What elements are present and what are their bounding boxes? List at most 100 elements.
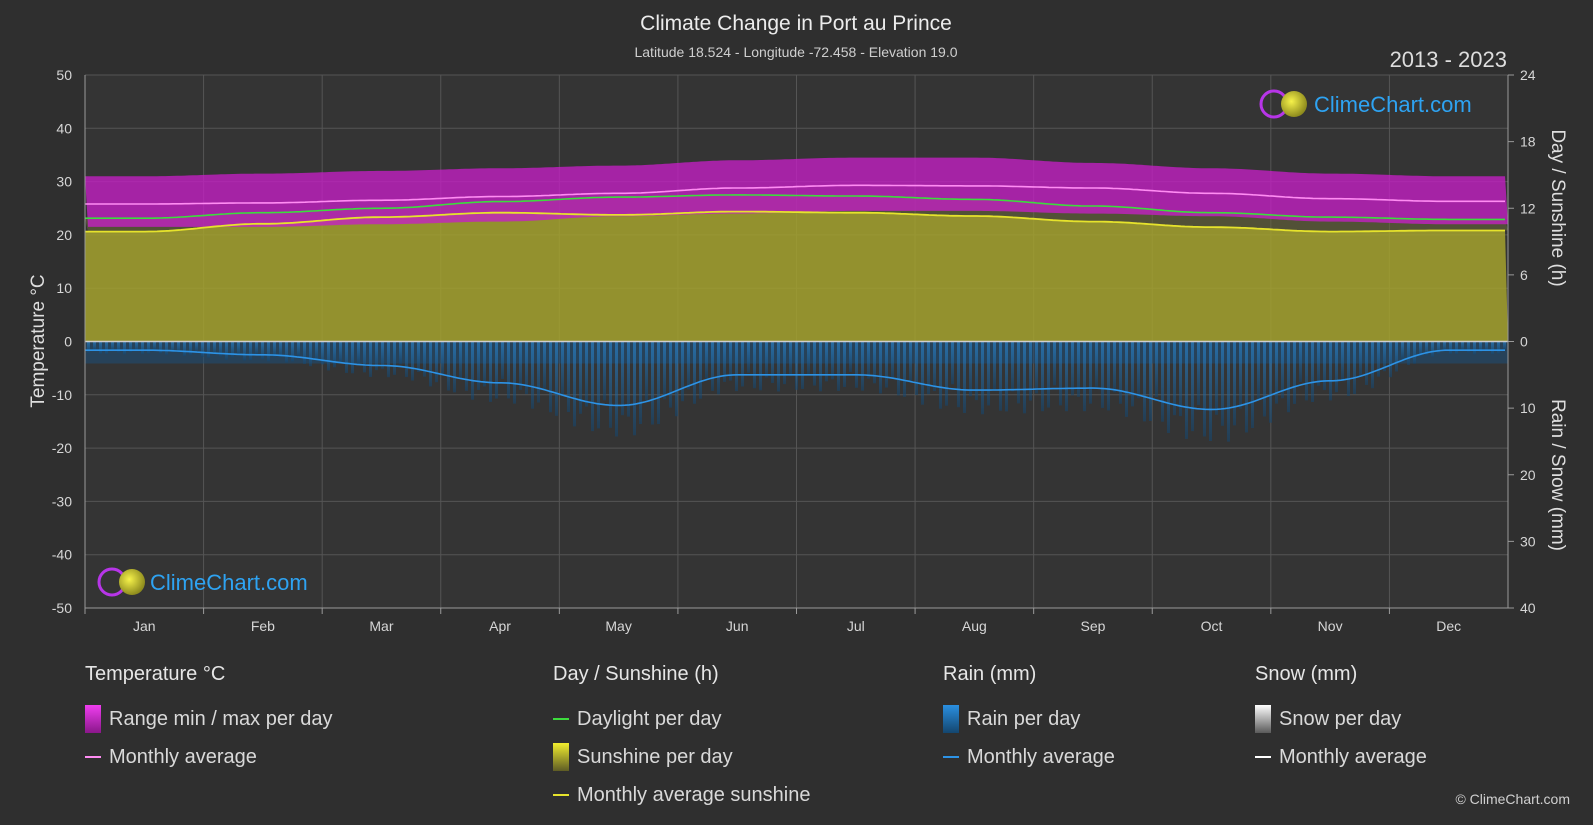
rain-bar	[591, 341, 594, 432]
rain-bar	[123, 341, 126, 355]
rain-bar	[249, 341, 252, 361]
chart-title: Climate Change in Port au Prince	[640, 12, 952, 35]
rain-bar	[1431, 341, 1434, 357]
rain-bar	[567, 341, 570, 413]
rain-bar	[1125, 341, 1128, 417]
rain-bar	[1095, 341, 1098, 387]
rain-bar	[1467, 341, 1470, 353]
rain-bar	[1371, 341, 1374, 389]
x-tick-label: Feb	[251, 618, 275, 634]
rain-bar	[873, 341, 876, 384]
legend-item: Range min / max per day	[85, 700, 332, 738]
rain-bar	[579, 341, 582, 414]
legend-item-label: Range min / max per day	[109, 707, 333, 730]
rain-bar	[387, 341, 390, 378]
y-left-tick-label: 30	[56, 174, 72, 190]
rain-bar	[423, 341, 426, 377]
rain-bar	[315, 341, 318, 361]
rain-bar	[321, 341, 324, 365]
rain-bar	[501, 341, 504, 380]
legend-item-label: Daylight per day	[577, 707, 722, 730]
rain-bar	[1419, 341, 1422, 357]
rain-bar	[675, 341, 678, 417]
rain-bar	[693, 341, 696, 404]
rain-bar	[195, 341, 198, 352]
rain-bar	[1437, 341, 1440, 354]
rain-bar	[93, 341, 96, 351]
rain-bar	[1395, 341, 1398, 372]
rain-bar	[243, 341, 246, 361]
rain-bar	[759, 341, 762, 391]
rain-bar	[381, 341, 384, 369]
y-left-tick-label: -20	[52, 440, 72, 456]
rain-bar	[867, 341, 870, 379]
rain-bar	[705, 341, 708, 379]
rain-bar	[597, 341, 600, 429]
rain-bar	[1041, 341, 1044, 412]
rain-bar	[213, 341, 216, 354]
rain-bar	[717, 341, 720, 395]
rain-bar	[1353, 341, 1356, 394]
rain-bar	[1233, 341, 1236, 426]
rain-bar	[261, 341, 264, 360]
rain-bar	[201, 341, 204, 357]
y-right-top-tick-label: 0	[1520, 334, 1528, 350]
rain-bar	[363, 341, 366, 373]
y-right-top-tick-label: 18	[1520, 134, 1536, 150]
rain-bar	[831, 341, 834, 380]
rain-bar	[963, 341, 966, 413]
rain-bar	[531, 341, 534, 409]
rain-bar	[789, 341, 792, 377]
legend-swatch	[1255, 705, 1271, 733]
rain-bar	[753, 341, 756, 389]
x-tick-label: Jun	[726, 618, 749, 634]
rain-bar	[777, 341, 780, 392]
rain-bar	[189, 341, 192, 356]
rain-bar	[1293, 341, 1296, 404]
rain-bar	[909, 341, 912, 382]
rain-bar	[1149, 341, 1152, 421]
rain-bar	[495, 341, 498, 399]
rain-bar	[1143, 341, 1146, 422]
y-left-tick-label: 50	[56, 67, 72, 83]
rain-bar	[555, 341, 558, 416]
rain-bar	[1221, 341, 1224, 426]
y-right-bottom-tick-label: 20	[1520, 467, 1536, 483]
rain-bar	[1113, 341, 1116, 393]
rain-bar	[807, 341, 810, 375]
legend-item: Snow per day	[1255, 700, 1427, 738]
rain-bar	[1035, 341, 1038, 394]
legend-item-label: Monthly average	[967, 745, 1115, 768]
y-left-tick-label: -50	[52, 600, 72, 616]
y-axis-left-title: Temperature °C	[28, 274, 49, 407]
legend-item-label: Sunshine per day	[577, 745, 733, 768]
rain-bar	[951, 341, 954, 385]
y-right-top-tick-label: 24	[1520, 67, 1536, 83]
rain-bar	[585, 341, 588, 407]
rain-bar	[627, 341, 630, 417]
chart-subtitle: Latitude 18.524 - Longitude -72.458 - El…	[634, 44, 957, 60]
rain-bar	[639, 341, 642, 424]
rain-bar	[849, 341, 852, 373]
rain-bar	[1209, 341, 1212, 441]
rain-bar	[1479, 341, 1482, 353]
rain-bar	[1131, 341, 1134, 407]
x-tick-label: Jan	[133, 618, 156, 634]
rain-bar	[711, 341, 714, 391]
rain-bar	[369, 341, 372, 377]
rain-bar	[183, 341, 186, 357]
rain-bar	[477, 341, 480, 390]
x-tick-label: Sep	[1080, 618, 1105, 634]
rain-bar	[1287, 341, 1290, 413]
rain-bar	[657, 341, 660, 425]
rain-bar	[273, 341, 276, 358]
legend-swatch	[943, 705, 959, 733]
rain-bar	[735, 341, 738, 392]
rain-bar	[219, 341, 222, 357]
rain-bar	[981, 341, 984, 415]
rain-bar	[897, 341, 900, 396]
rain-bar	[141, 341, 144, 355]
y-right-top-tick-label: 6	[1520, 267, 1528, 283]
rain-bar	[723, 341, 726, 382]
rain-bar	[837, 341, 840, 391]
